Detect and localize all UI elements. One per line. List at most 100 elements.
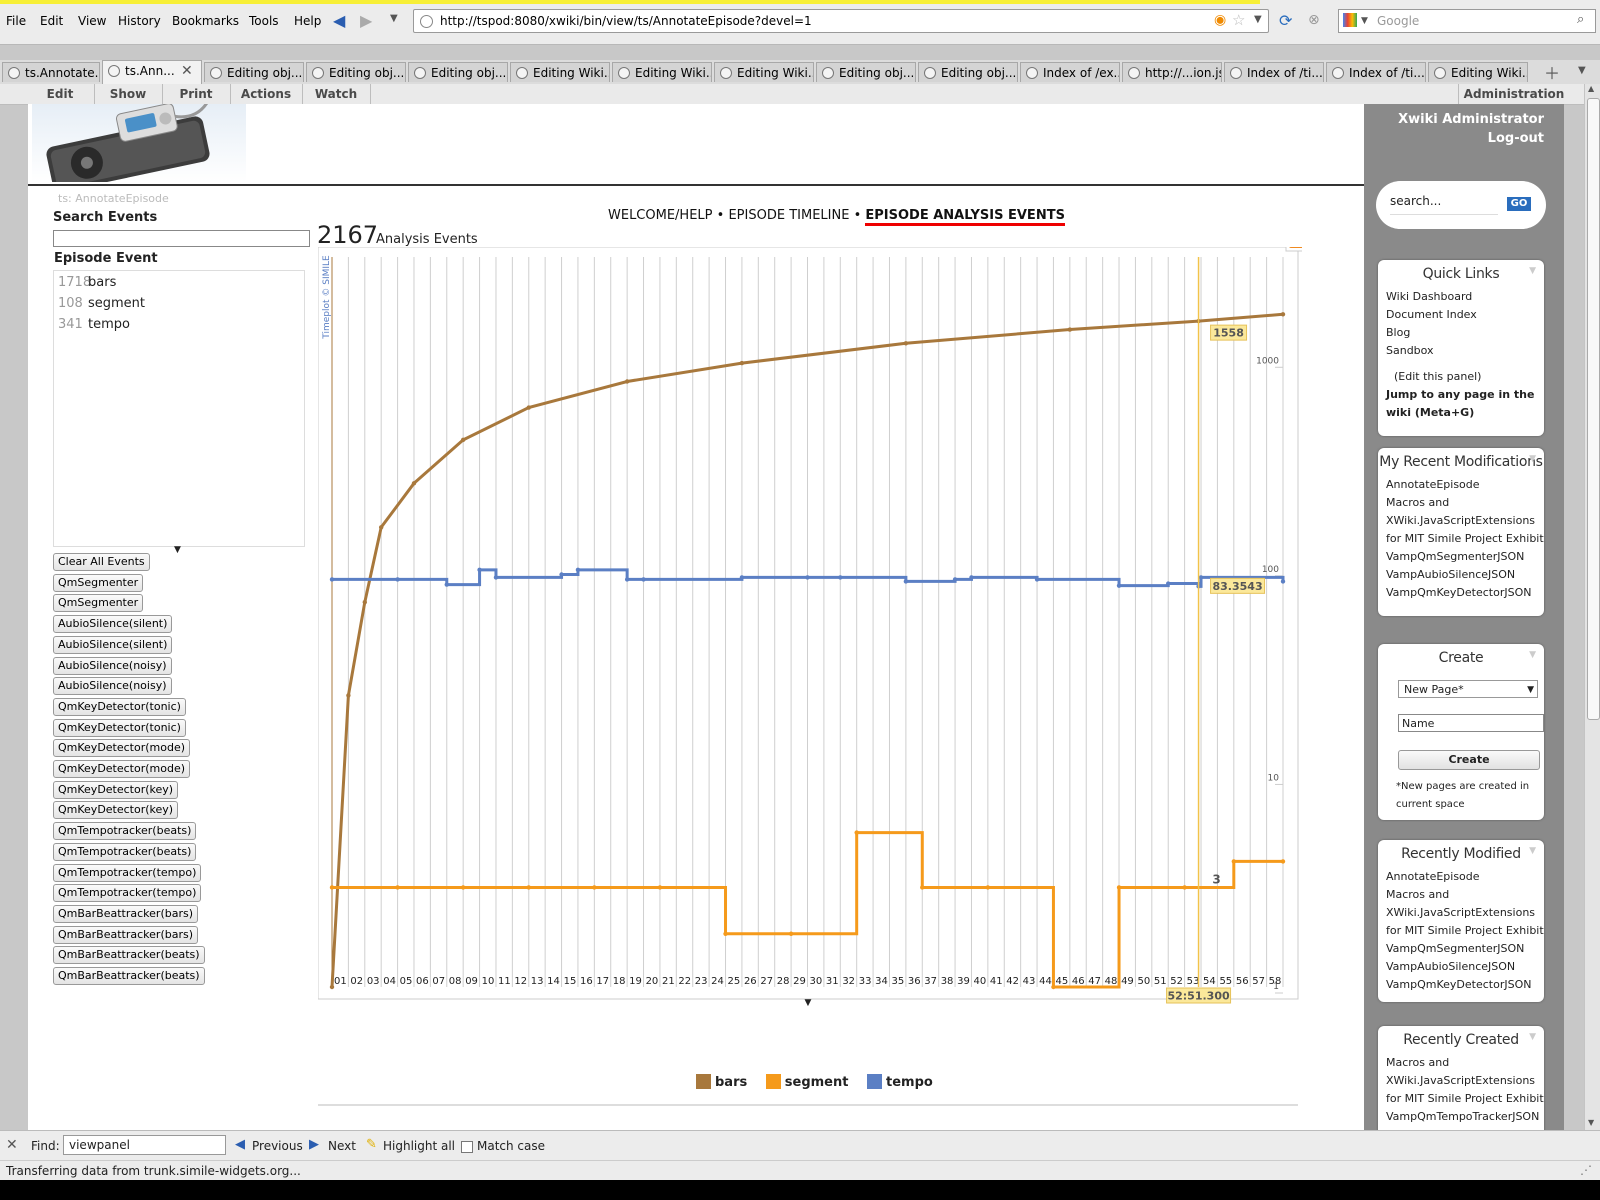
tab[interactable]: Index of /ex...: [1020, 62, 1120, 82]
list-item[interactable]: VampAubioSilenceJSON: [1386, 568, 1516, 581]
data-point-tempo[interactable]: [1198, 575, 1204, 580]
list-expand-icon[interactable]: ▼: [174, 545, 181, 555]
data-point-segment[interactable]: [329, 885, 335, 890]
panel-collapse-icon[interactable]: ▼: [1529, 846, 1536, 856]
create-button[interactable]: Create: [1398, 750, 1540, 770]
event-filter-button[interactable]: QmSegmenter: [53, 573, 144, 592]
history-dropdown-icon[interactable]: ▼: [390, 13, 398, 24]
list-item[interactable]: for MIT Simile Project Exhibit: [1386, 1092, 1544, 1105]
data-point-segment[interactable]: [460, 885, 466, 890]
menu-help[interactable]: Help: [294, 14, 322, 28]
wiki-search-input[interactable]: search...: [1390, 194, 1498, 215]
list-item[interactable]: VampQmTempoTrackerJSON: [1386, 1110, 1540, 1123]
site-logo[interactable]: [32, 98, 246, 192]
nav-episode-analysis-events[interactable]: EPISODE ANALYSIS EVENTS: [865, 208, 1065, 226]
data-point-segment[interactable]: [1182, 885, 1187, 890]
action-actions[interactable]: Actions: [230, 84, 303, 104]
event-filter-button[interactable]: QmTempotracker(beats): [53, 822, 197, 841]
site-identity-icon[interactable]: [420, 15, 433, 28]
panel-collapse-icon[interactable]: ▼: [1529, 650, 1536, 660]
rss-icon[interactable]: ◉: [1214, 12, 1227, 28]
data-point-tempo[interactable]: [903, 579, 909, 584]
plot-expand-icon[interactable]: ▼: [805, 998, 812, 1007]
next-arrow-icon[interactable]: ▶: [309, 1137, 319, 1152]
data-point-segment[interactable]: [1280, 859, 1286, 864]
new-tab-plus-icon[interactable]: ＋: [1544, 64, 1561, 83]
list-item[interactable]: XWiki.JavaScriptExtensions: [1386, 1074, 1536, 1087]
data-point-tempo[interactable]: [1166, 581, 1171, 586]
list-item[interactable]: XWiki.JavaScriptExtensions: [1386, 514, 1536, 527]
tab[interactable]: ts.Annotate...: [2, 62, 100, 82]
list-item[interactable]: 341 tempo: [58, 317, 130, 332]
action-watch[interactable]: Watch: [302, 84, 371, 104]
event-filter-button[interactable]: QmBarBeattracker(beats): [53, 967, 205, 985]
previous-arrow-icon[interactable]: ◀: [235, 1137, 245, 1152]
data-point-tempo[interactable]: [559, 572, 564, 577]
tab[interactable]: Editing obj...: [306, 62, 406, 82]
menu-bookmarks[interactable]: Bookmarks: [172, 14, 240, 28]
data-point-tempo[interactable]: [969, 575, 974, 580]
event-filter-button[interactable]: AubioSilence(noisy): [53, 656, 172, 675]
data-point-tempo[interactable]: [624, 577, 630, 582]
event-filter-button[interactable]: QmBarBeattracker(bars): [53, 925, 199, 944]
event-filter-button[interactable]: QmSegmenter: [53, 594, 144, 613]
logout-link[interactable]: Log-out: [1487, 131, 1544, 146]
data-point-bars[interactable]: [411, 481, 417, 486]
page-scrollbar[interactable]: ▲ ▼: [1584, 84, 1600, 1130]
data-point-bars[interactable]: [526, 405, 531, 410]
panel-collapse-icon[interactable]: ▼: [1529, 454, 1536, 464]
event-filter-button[interactable]: QmKeyDetector(mode): [53, 760, 191, 778]
highlight-all-button[interactable]: Highlight all: [383, 1139, 456, 1153]
data-point-segment[interactable]: [657, 885, 663, 890]
event-filter-button[interactable]: AubioSilence(silent): [53, 615, 173, 634]
event-filter-button[interactable]: QmTempotracker(beats): [53, 842, 197, 861]
event-filter-button[interactable]: QmKeyDetector(tonic): [53, 718, 186, 737]
scroll-up-icon[interactable]: ▲: [1588, 84, 1595, 93]
data-point-bars[interactable]: [329, 984, 335, 990]
url-dropdown-icon[interactable]: ▼: [1254, 14, 1262, 25]
search-events-input[interactable]: [53, 230, 310, 247]
data-point-bars[interactable]: [346, 693, 351, 698]
tab[interactable]: Index of /ti...: [1326, 62, 1426, 82]
tab[interactable]: Editing obj...: [816, 62, 916, 82]
event-filter-button[interactable]: QmTempotracker(tempo): [53, 863, 202, 882]
data-point-tempo[interactable]: [1280, 579, 1286, 584]
tab[interactable]: http://...ion.js: [1122, 62, 1222, 82]
data-point-tempo[interactable]: [838, 575, 843, 580]
tab[interactable]: Editing obj...: [408, 62, 508, 82]
url-bar[interactable]: http://tspod:8080/xwiki/bin/view/ts/Anno…: [413, 9, 1269, 33]
menu-view[interactable]: View: [78, 14, 107, 28]
data-point-segment[interactable]: [1231, 859, 1237, 864]
match-case-checkbox[interactable]: [461, 1141, 473, 1153]
tab-list-chevron-icon[interactable]: ▼: [1578, 65, 1586, 76]
quick-link-sandbox[interactable]: Sandbox: [1386, 344, 1434, 357]
resize-grip-icon[interactable]: ⋰: [1580, 1163, 1592, 1177]
find-next-button[interactable]: Next: [328, 1139, 356, 1153]
nav-episode-timeline[interactable]: EPISODE TIMELINE: [728, 208, 850, 223]
user-name-link[interactable]: Xwiki Administrator: [1398, 112, 1544, 127]
engine-dropdown-icon[interactable]: ▼: [1361, 16, 1368, 26]
tab-active[interactable]: ts.Ann... ✕: [102, 60, 202, 84]
event-filter-button[interactable]: QmBarBeattracker(beats): [53, 946, 205, 965]
close-tab-icon[interactable]: ✕: [181, 63, 193, 79]
menu-file[interactable]: File: [6, 14, 27, 28]
event-filter-button[interactable]: QmKeyDetector(key): [53, 780, 179, 799]
data-point-bars[interactable]: [362, 599, 367, 605]
data-point-segment[interactable]: [526, 885, 531, 890]
stop-icon[interactable]: ⊗: [1308, 12, 1320, 28]
data-point-bars[interactable]: [1067, 327, 1073, 332]
action-edit[interactable]: Edit: [26, 84, 95, 104]
data-point-tempo[interactable]: [395, 577, 400, 582]
forward-arrow-icon[interactable]: ▶: [360, 11, 373, 30]
close-find-icon[interactable]: ✕: [6, 1137, 18, 1153]
list-item[interactable]: VampQmSegmenterJSON: [1386, 942, 1525, 955]
event-filter-button[interactable]: QmKeyDetector(key): [53, 801, 179, 820]
event-filter-button[interactable]: AubioSilence(silent): [53, 635, 173, 654]
list-item[interactable]: XWiki.JavaScriptExtensions: [1386, 906, 1536, 919]
data-point-bars[interactable]: [624, 379, 630, 384]
edit-panel-link[interactable]: (Edit this panel): [1394, 370, 1482, 383]
wiki-search-go-button[interactable]: GO: [1507, 197, 1531, 211]
data-point-tempo[interactable]: [329, 577, 335, 582]
breadcrumb[interactable]: ts: AnnotateEpisode: [58, 192, 169, 205]
data-point-bars[interactable]: [903, 341, 909, 346]
